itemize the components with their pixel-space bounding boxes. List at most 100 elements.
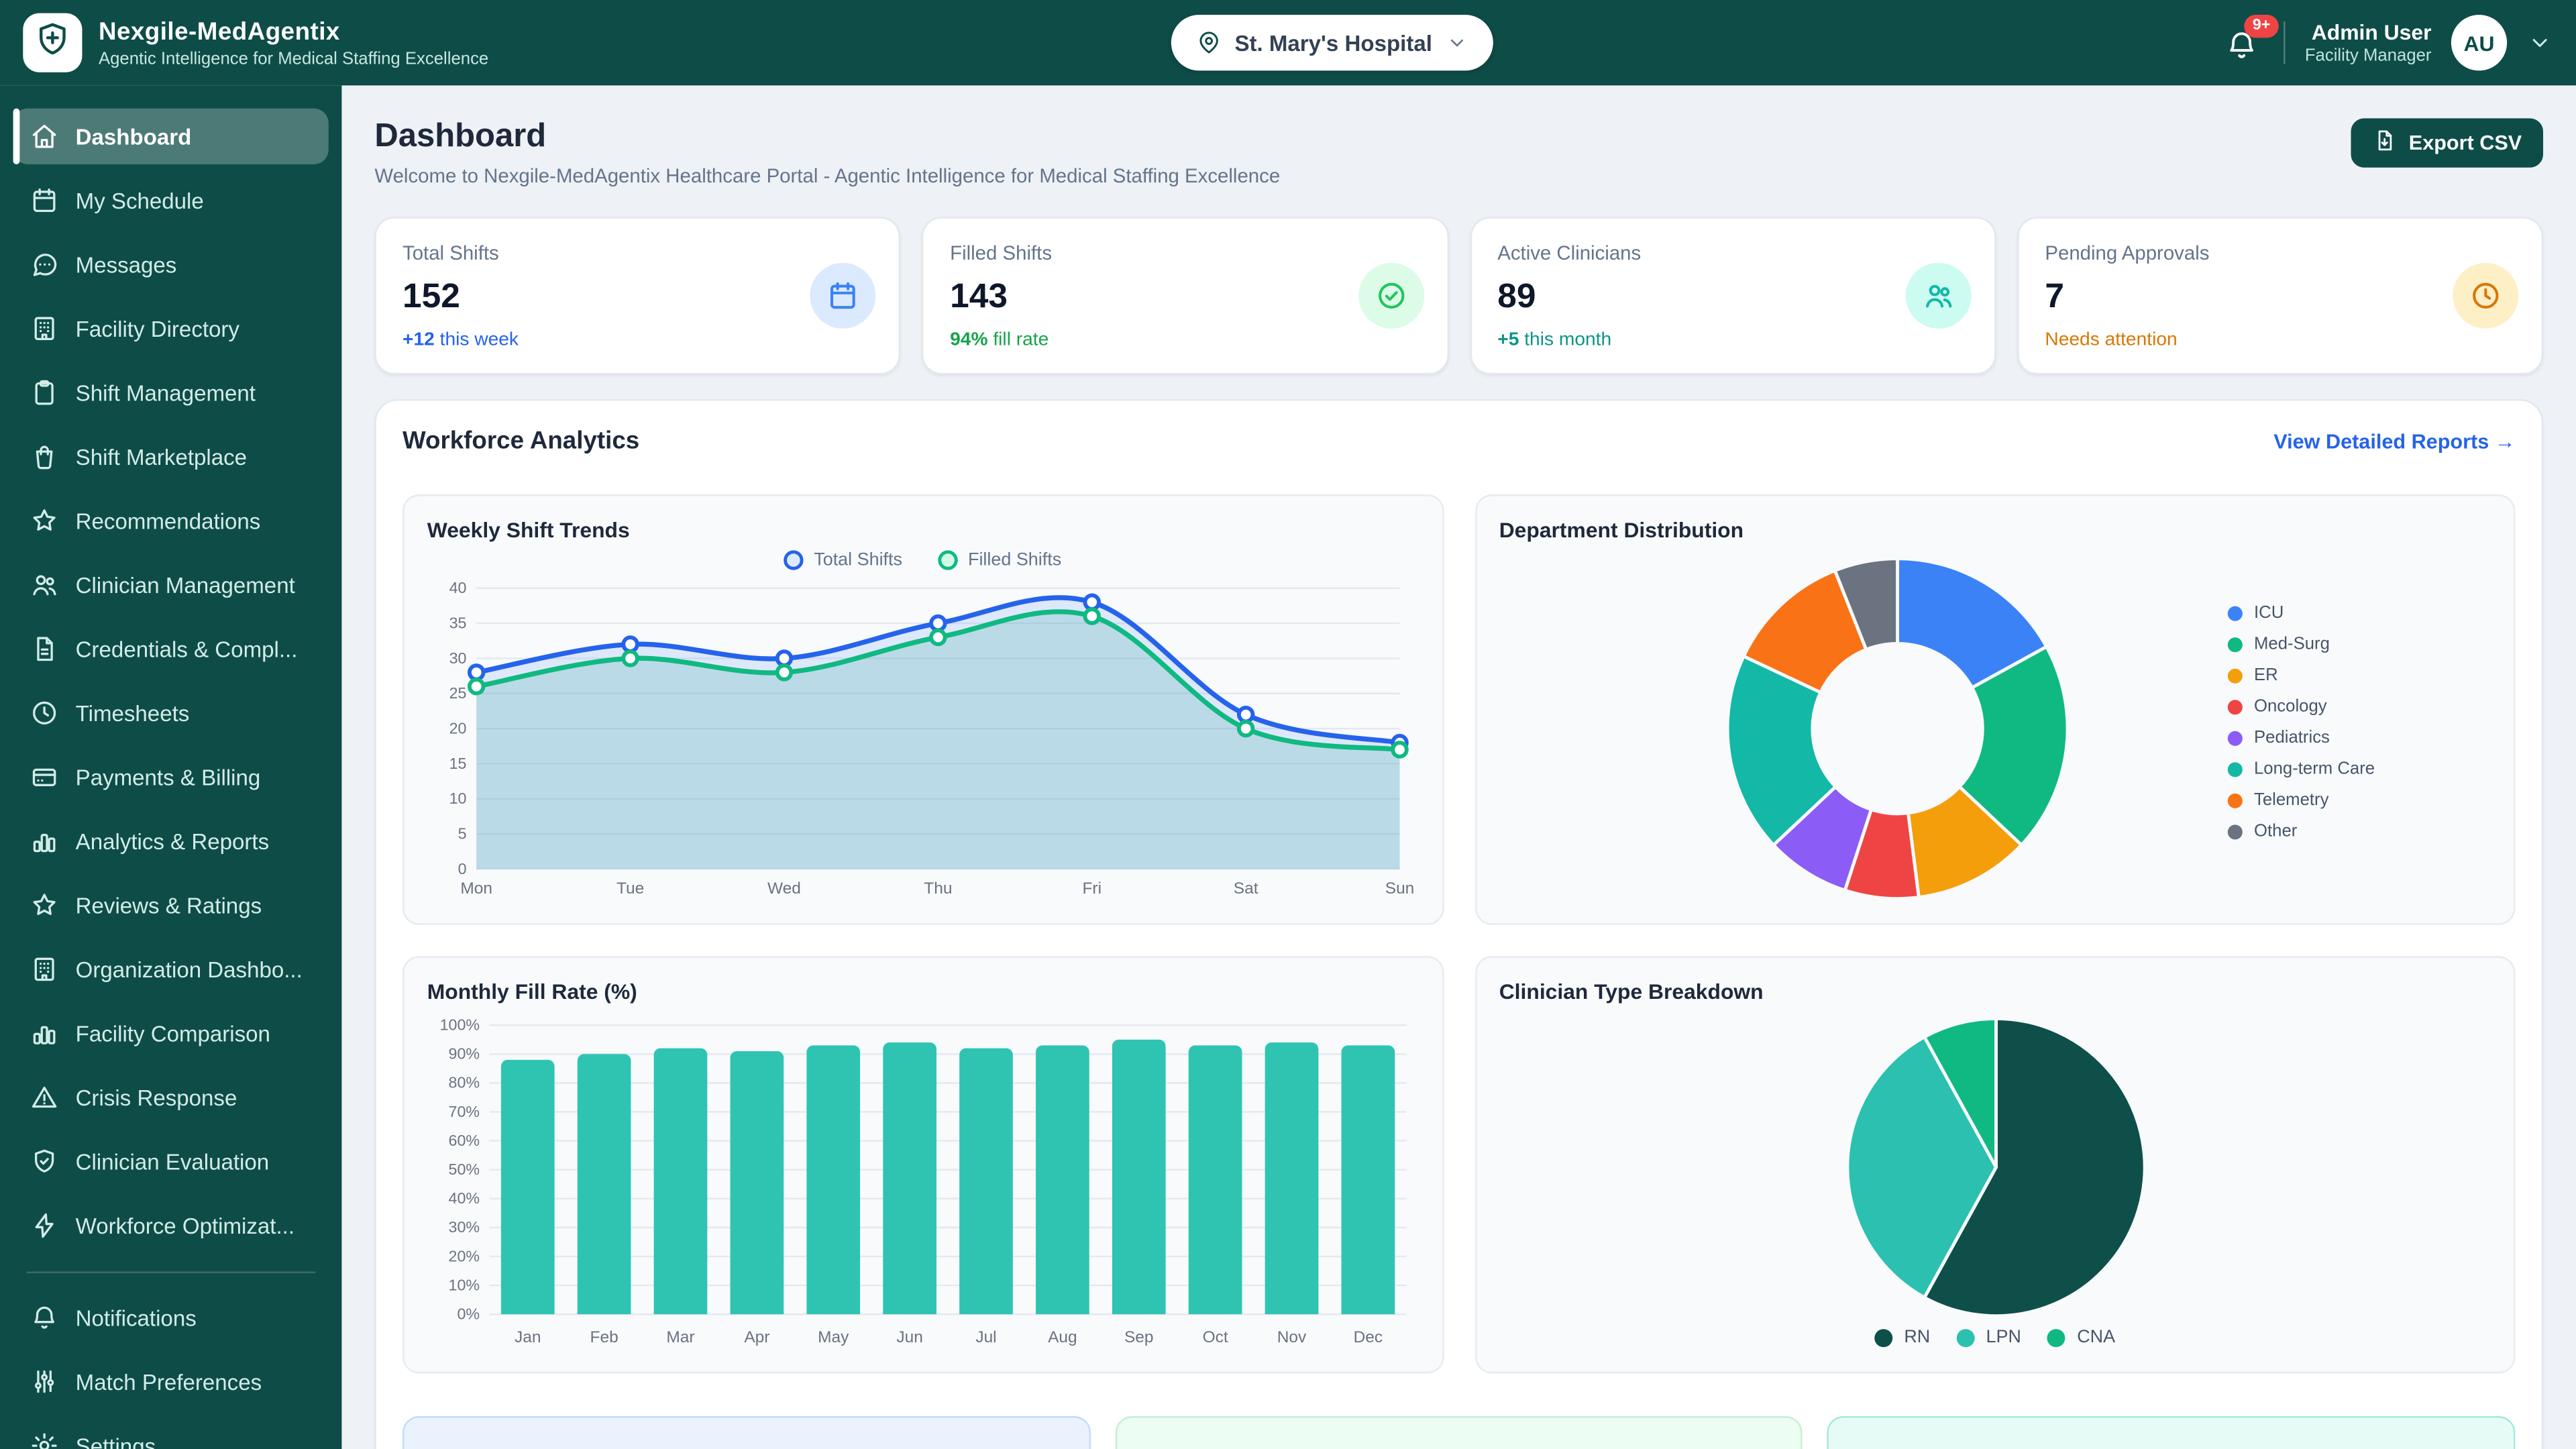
sidebar-item-workforce-optimizat[interactable]: Workforce Optimizat... bbox=[13, 1197, 329, 1253]
sidebar-item-reviews-ratings[interactable]: Reviews & Ratings bbox=[13, 877, 329, 933]
svg-text:10: 10 bbox=[449, 790, 467, 807]
chart-icon bbox=[30, 826, 59, 856]
sidebar-item-label: Timesheets bbox=[75, 700, 190, 726]
page-header: Dashboard Welcome to Nexgile-MedAgentix … bbox=[374, 118, 2544, 187]
svg-text:Tue: Tue bbox=[616, 879, 644, 898]
svg-text:Mon: Mon bbox=[460, 879, 492, 898]
legend-dot-icon bbox=[1956, 1328, 1975, 1346]
sidebar-item-facility-comparison[interactable]: Facility Comparison bbox=[13, 1006, 329, 1061]
analytics-title: Workforce Analytics bbox=[402, 427, 640, 455]
export-csv-label: Export CSV bbox=[2408, 131, 2522, 155]
export-csv-button[interactable]: Export CSV bbox=[2351, 118, 2544, 168]
sidebar-item-notifications[interactable]: Notifications bbox=[13, 1289, 329, 1345]
stat-value: 152 bbox=[402, 277, 460, 316]
zap-icon bbox=[30, 1211, 59, 1240]
analytics-header: Workforce Analytics View Detailed Report… bbox=[402, 427, 2515, 455]
chevron-down-icon bbox=[1446, 32, 1468, 54]
monthly-fill-rate-card: Monthly Fill Rate (%) 0% 10% 20% 30% 40% 50% 6… bbox=[402, 956, 1444, 1374]
facility-selector[interactable]: St. Mary's Hospital bbox=[1170, 15, 1493, 71]
bell-icon bbox=[2224, 32, 2259, 69]
pie-plot bbox=[1499, 1009, 2491, 1320]
legend-dot-icon bbox=[2227, 636, 2243, 652]
main-content: Dashboard Welcome to Nexgile-MedAgentix … bbox=[341, 85, 2576, 1449]
legend-dot-icon bbox=[2227, 667, 2243, 683]
chart-legend: ICU Med-Surg ER Oncology Pediatrics Long-term… bbox=[2227, 542, 2491, 902]
svg-text:70%: 70% bbox=[449, 1103, 480, 1120]
svg-text:0: 0 bbox=[458, 860, 467, 877]
user-name: Admin User bbox=[2311, 19, 2432, 45]
svg-text:35: 35 bbox=[449, 614, 467, 631]
svg-text:Sun: Sun bbox=[1385, 879, 1415, 898]
stat-subtext: Needs attention bbox=[2045, 330, 2178, 350]
chart-title: Clinician Type Breakdown bbox=[1499, 979, 1764, 1004]
sidebar-item-shift-marketplace[interactable]: Shift Marketplace bbox=[13, 429, 329, 484]
document-icon bbox=[30, 634, 59, 663]
svg-text:20: 20 bbox=[449, 719, 467, 737]
svg-text:40%: 40% bbox=[449, 1189, 480, 1207]
clock-icon bbox=[2453, 262, 2519, 329]
chart-title: Monthly Fill Rate (%) bbox=[427, 979, 637, 1004]
legend-dot-icon bbox=[2227, 792, 2243, 808]
sidebar: Dashboard My Schedule Messages Facility Dir… bbox=[0, 85, 342, 1449]
legend-item-icu: ICU bbox=[2227, 603, 2491, 623]
view-detailed-reports-link[interactable]: View Detailed Reports → bbox=[2273, 429, 2516, 453]
sidebar-item-label: Shift Marketplace bbox=[75, 444, 248, 470]
legend-item-cna: CNA bbox=[2047, 1328, 2115, 1347]
legend-item-med-surg: Med-Surg bbox=[2227, 634, 2491, 654]
sidebar-item-analytics-reports[interactable]: Analytics & Reports bbox=[13, 813, 329, 869]
svg-text:Sep: Sep bbox=[1124, 1328, 1154, 1346]
insight-card-2[interactable] bbox=[1115, 1416, 1803, 1449]
svg-text:25: 25 bbox=[449, 684, 467, 702]
legend-item-oncology: Oncology bbox=[2227, 696, 2491, 716]
sidebar-item-payments-billing[interactable]: Payments & Billing bbox=[13, 749, 329, 805]
stats-row: Total Shifts 152 +12 this week Filled Shift… bbox=[374, 217, 2544, 375]
legend-dot-icon bbox=[2227, 730, 2243, 745]
legend-item-pediatrics: Pediatrics bbox=[2227, 728, 2491, 747]
sidebar-item-clinician-evaluation[interactable]: Clinician Evaluation bbox=[13, 1134, 329, 1189]
monthly-fill-rate-chart: 0% 10% 20% 30% 40% 50% 60% 70% 80% 90% 100% Jan Feb M… bbox=[427, 1004, 1419, 1350]
svg-text:Jul: Jul bbox=[975, 1328, 996, 1346]
avatar[interactable]: AU bbox=[2451, 15, 2508, 71]
file-download-icon bbox=[2373, 128, 2398, 158]
sidebar-item-clinician-management[interactable]: Clinician Management bbox=[13, 557, 329, 612]
sidebar-item-label: Payments & Billing bbox=[75, 765, 261, 790]
sidebar-item-settings[interactable]: Settings bbox=[13, 1417, 329, 1449]
sidebar-item-match-preferences[interactable]: Match Preferences bbox=[13, 1354, 329, 1409]
insight-card-3[interactable] bbox=[1827, 1416, 2516, 1449]
notifications-button[interactable]: 9+ bbox=[2224, 15, 2279, 62]
svg-text:20%: 20% bbox=[449, 1247, 480, 1265]
legend-ring-icon bbox=[784, 550, 804, 570]
sidebar-item-crisis-response[interactable]: Crisis Response bbox=[13, 1069, 329, 1125]
sidebar-item-credentials-compl[interactable]: Credentials & Compl... bbox=[13, 621, 329, 677]
map-pin-icon bbox=[1195, 30, 1222, 56]
sidebar-item-dashboard[interactable]: Dashboard bbox=[13, 108, 329, 164]
sidebar-item-label: Credentials & Compl... bbox=[75, 636, 298, 661]
sidebar-item-my-schedule[interactable]: My Schedule bbox=[13, 172, 329, 228]
stat-value: 143 bbox=[950, 277, 1008, 316]
sidebar-item-timesheets[interactable]: Timesheets bbox=[13, 685, 329, 741]
page-title: Dashboard bbox=[374, 118, 547, 155]
sidebar-item-facility-directory[interactable]: Facility Directory bbox=[13, 301, 329, 356]
clock-icon bbox=[30, 698, 59, 728]
warning-icon bbox=[30, 1083, 59, 1112]
sidebar-item-shift-management[interactable]: Shift Management bbox=[13, 365, 329, 421]
clinician-type-breakdown-card: Clinician Type Breakdown RN LPN CNA bbox=[1474, 956, 2516, 1374]
sidebar-item-messages[interactable]: Messages bbox=[13, 237, 329, 292]
home-icon bbox=[30, 121, 59, 151]
sidebar-item-label: Clinician Management bbox=[75, 572, 295, 598]
brand-logo bbox=[23, 13, 83, 72]
gear-icon bbox=[30, 1431, 59, 1449]
sidebar-item-organization-dashbo[interactable]: Organization Dashbo... bbox=[13, 941, 329, 997]
user-menu-chevron-icon[interactable] bbox=[2527, 30, 2553, 56]
svg-text:Dec: Dec bbox=[1354, 1328, 1383, 1346]
sidebar-item-recommendations[interactable]: Recommendations bbox=[13, 493, 329, 549]
insight-card-1[interactable] bbox=[402, 1416, 1091, 1449]
sidebar-item-label: Analytics & Reports bbox=[75, 828, 270, 854]
card-icon bbox=[30, 762, 59, 792]
stat-label: Pending Approvals bbox=[2045, 241, 2210, 265]
svg-text:40: 40 bbox=[449, 579, 467, 596]
svg-text:5: 5 bbox=[458, 825, 467, 843]
sidebar-item-label: My Schedule bbox=[75, 188, 204, 213]
sidebar-item-label: Workforce Optimizat... bbox=[75, 1213, 295, 1238]
svg-text:90%: 90% bbox=[449, 1045, 480, 1063]
